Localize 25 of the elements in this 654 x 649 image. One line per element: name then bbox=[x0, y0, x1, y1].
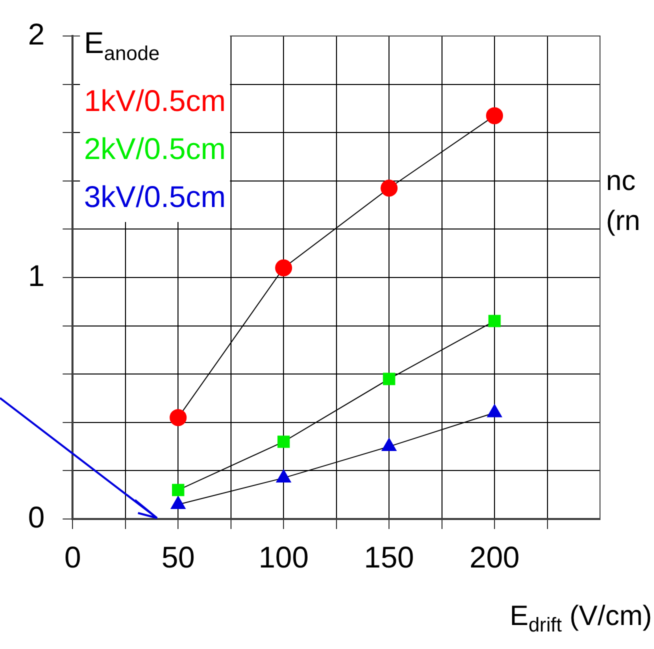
point bbox=[380, 180, 398, 197]
y-tick-label: 1 bbox=[28, 260, 45, 293]
text: nc bbox=[606, 165, 636, 197]
text: 2kV/0.5cm bbox=[84, 132, 226, 168]
x-tick-label: 50 bbox=[161, 541, 195, 574]
y-tick-label: 0 bbox=[28, 501, 45, 534]
point bbox=[486, 107, 504, 124]
x-tick-label: 150 bbox=[364, 541, 414, 574]
point bbox=[382, 438, 396, 452]
point bbox=[382, 372, 396, 386]
x-tick-label: 200 bbox=[470, 541, 520, 574]
point bbox=[172, 484, 184, 496]
y-tick-label: 2 bbox=[28, 18, 45, 52]
text: 3kV/0.5cm bbox=[84, 180, 226, 216]
text: (rn bbox=[606, 205, 640, 237]
point bbox=[170, 496, 186, 510]
point bbox=[488, 314, 501, 328]
point bbox=[170, 409, 187, 426]
x-axis-title: E$_{drift}$ (V/cm) bbox=[510, 600, 652, 638]
point bbox=[275, 259, 292, 276]
x-tick-label: 100 bbox=[258, 541, 309, 574]
point bbox=[277, 436, 290, 448]
text: 1kV/0.5cm bbox=[84, 84, 226, 120]
x-tick-label: 0 bbox=[64, 541, 82, 574]
legend-title: E$_{anode}$ bbox=[84, 26, 161, 67]
